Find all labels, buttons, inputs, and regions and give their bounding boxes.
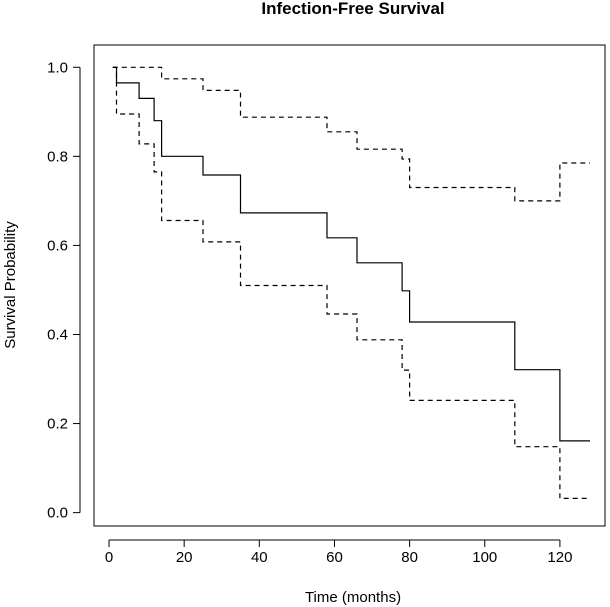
chart-title: Infection-Free Survival <box>261 0 444 18</box>
y-axis-label: Survival Probability <box>2 221 19 349</box>
series-layer <box>112 66 590 499</box>
y-tick-label: 1.0 <box>47 59 68 76</box>
upper-ci-curve <box>112 66 590 202</box>
x-axis-label: Time (months) <box>305 589 401 606</box>
y-tick-label: 0.8 <box>47 148 68 165</box>
x-tick-label: 0 <box>105 549 113 566</box>
plot-frame <box>93 44 606 527</box>
y-tick-label: 0.2 <box>47 416 68 433</box>
x-tick-label: 40 <box>251 549 268 566</box>
survival-curve <box>112 66 590 442</box>
x-tick-label: 20 <box>176 549 193 566</box>
y-tick-label: 0.0 <box>47 505 68 522</box>
x-tick-label: 80 <box>401 549 418 566</box>
y-tick-label: 0.4 <box>47 326 68 343</box>
y-tick-label: 0.6 <box>47 237 68 254</box>
x-tick-label: 60 <box>326 549 343 566</box>
x-tick-label: 100 <box>472 549 497 566</box>
x-tick-label: 120 <box>547 549 572 566</box>
x-axis: 0 20 40 60 80 100 120 <box>105 539 572 566</box>
lower-ci-curve <box>112 66 590 499</box>
y-axis: 0.0 0.2 0.4 0.6 0.8 1.0 <box>47 59 81 522</box>
